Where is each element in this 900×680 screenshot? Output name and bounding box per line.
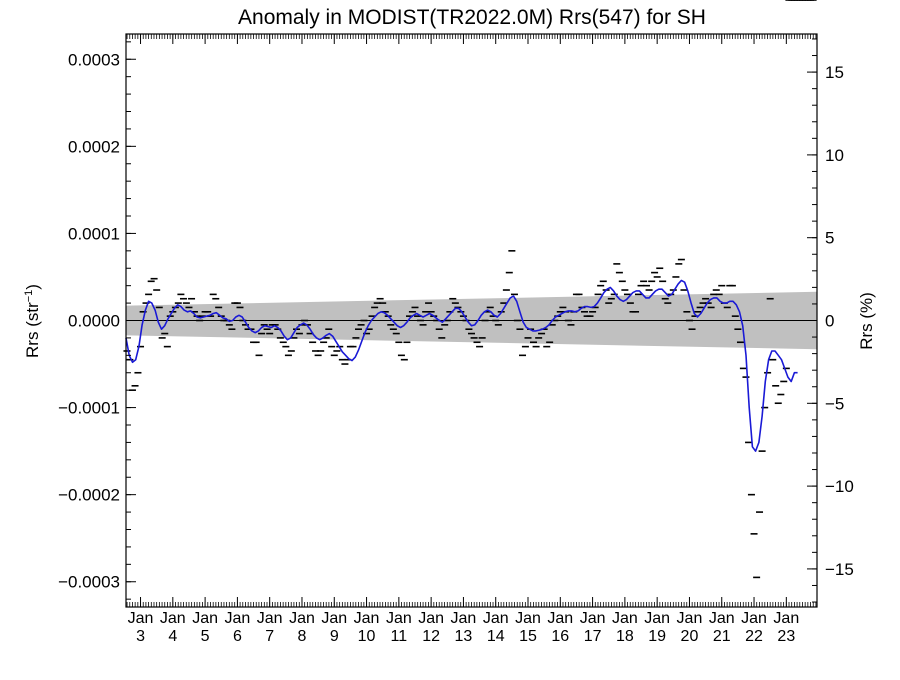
x-tick-label-year: 23 [777, 628, 795, 645]
y-tick-label-left: 0.0002 [68, 137, 120, 156]
y-axis-label-left: Rrs (str−1) [23, 284, 42, 358]
x-tick-label-year: 18 [616, 628, 634, 645]
x-tick-label-month: Jan [644, 610, 670, 627]
x-tick-label-year: 6 [233, 628, 242, 645]
y-tick-label-right: −5 [825, 394, 844, 413]
x-tick-label-year: 13 [455, 628, 473, 645]
y-tick-label-right: 10 [825, 146, 844, 165]
x-tick-label-year: 21 [713, 628, 731, 645]
y-tick-label-right: −10 [825, 477, 854, 496]
x-tick-label-year: 11 [391, 628, 408, 645]
y-tick-label-right: 5 [825, 229, 834, 248]
x-tick-label-year: 3 [136, 628, 145, 645]
x-tick-label-year: 7 [265, 628, 274, 645]
y-axis-label-right: Rrs (%) [857, 292, 876, 350]
x-tick-label-month: Jan [418, 610, 444, 627]
x-tick-label-year: 22 [745, 628, 763, 645]
x-tick-label-year: 15 [519, 628, 537, 645]
y-tick-label-right: 15 [825, 63, 844, 82]
smoothed-series-line [125, 279, 798, 452]
y-tick-label-left: −0.0003 [58, 573, 120, 592]
x-tick-label-month: Jan [612, 610, 638, 627]
x-tick-label-month: Jan [709, 610, 735, 627]
y-tick-label-left: 0.0003 [68, 50, 120, 69]
y-axis-label-left-superscript: −1 [23, 290, 35, 303]
x-tick-label-month: Jan [773, 610, 799, 627]
y-tick-label-left: 0.0000 [68, 312, 120, 331]
x-tick-label-year: 19 [648, 628, 666, 645]
x-tick-label-month: Jan [160, 610, 186, 627]
x-tick-label-year: 16 [551, 628, 569, 645]
y-axis-label-left-base: Rrs (str [23, 302, 42, 358]
y-tick-label-left: −0.0001 [58, 399, 120, 418]
ticks-group [126, 34, 817, 607]
x-tick-label-month: Jan [386, 610, 412, 627]
x-tick-label-month: Jan [354, 610, 380, 627]
x-tick-label-month: Jan [580, 610, 606, 627]
x-tick-label-year: 8 [298, 628, 307, 645]
x-tick-label-year: 10 [358, 628, 376, 645]
x-tick-label-month: Jan [515, 610, 541, 627]
y-tick-label-left: −0.0002 [58, 486, 120, 505]
tick-labels-group: 0.0003 0.0002 0.0001 0.0000 −0.0001 −0.0002 −0… [58, 50, 854, 645]
x-tick-label-month: Jan [547, 610, 573, 627]
x-tick-label-month: Jan [741, 610, 767, 627]
x-tick-label-month: Jan [257, 610, 283, 627]
x-tick-label-year: 9 [330, 628, 339, 645]
x-tick-label-month: Jan [192, 610, 218, 627]
x-tick-label-month: Jan [128, 610, 154, 627]
chart-title: Anomaly in MODIST(TR2022.0M) Rrs(547) fo… [238, 6, 706, 29]
x-tick-label-year: 14 [487, 628, 505, 645]
x-tick-label-month: Jan [289, 610, 315, 627]
x-tick-label-month: Jan [451, 610, 477, 627]
x-tick-label-year: 4 [168, 628, 177, 645]
y-tick-label-left: 0.0001 [68, 224, 120, 243]
x-tick-label-month: Jan [677, 610, 703, 627]
smoothed-series-group [125, 279, 798, 452]
x-tick-label-year: 17 [584, 628, 602, 645]
y-tick-label-right: 0 [825, 312, 834, 331]
y-tick-label-right: −15 [825, 560, 854, 579]
x-tick-label-month: Jan [483, 610, 509, 627]
x-tick-label-year: 5 [201, 628, 210, 645]
x-tick-label-year: 20 [681, 628, 699, 645]
x-tick-label-month: Jan [321, 610, 347, 627]
y-axis-label-left-close: ) [23, 284, 42, 290]
x-tick-label-year: 12 [422, 628, 440, 645]
x-tick-label-month: Jan [225, 610, 251, 627]
